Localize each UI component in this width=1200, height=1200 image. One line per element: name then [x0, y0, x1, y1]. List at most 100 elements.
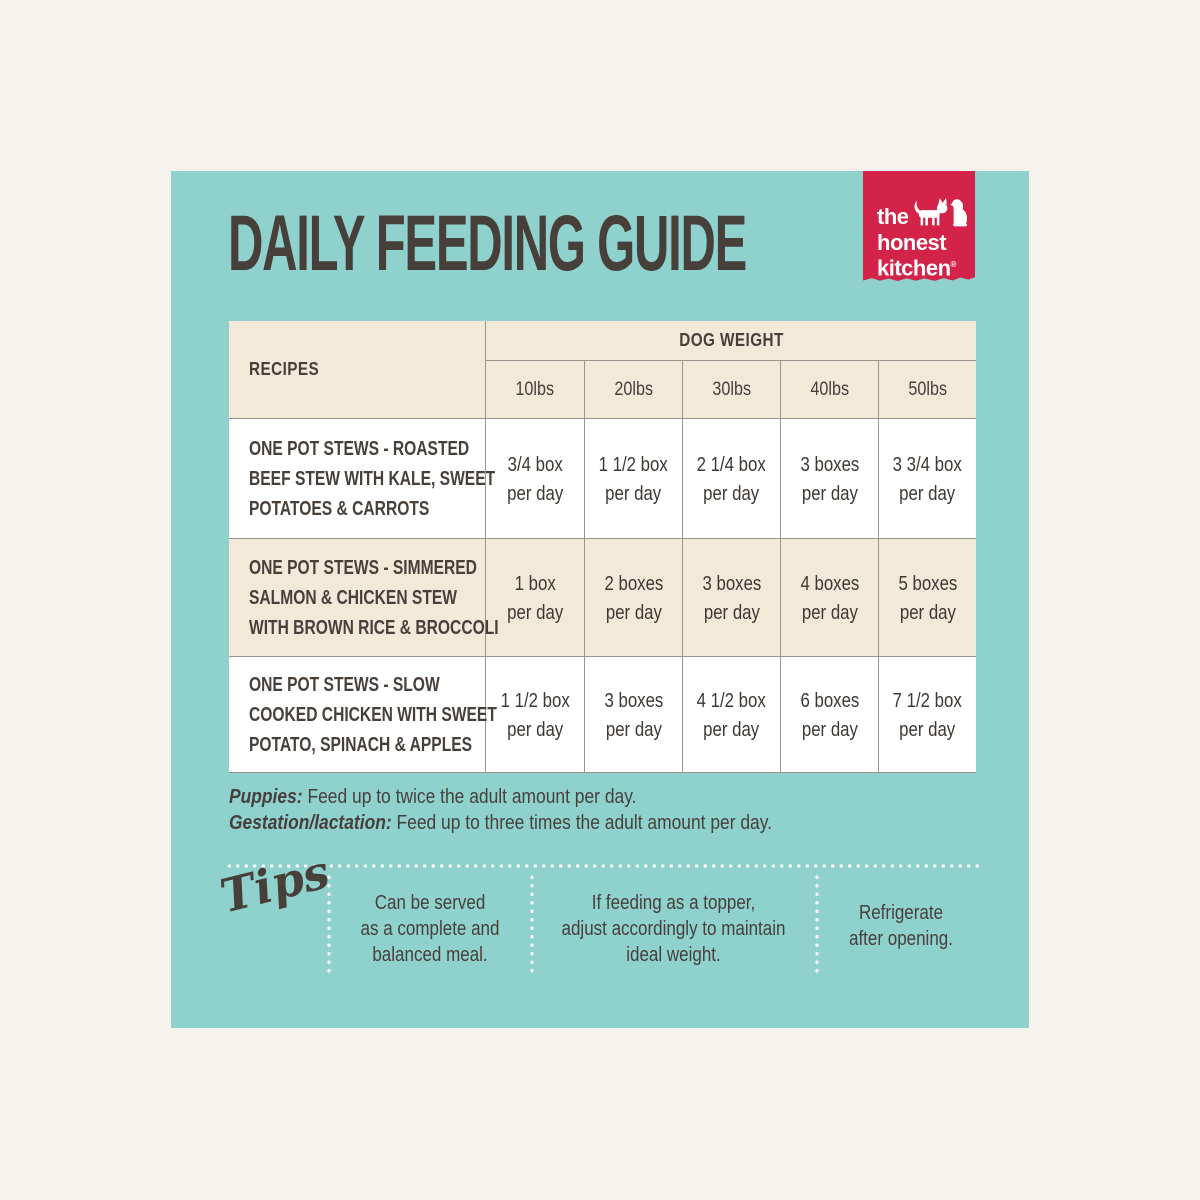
brand-logo: the [863, 171, 975, 281]
per-day-text: per day [899, 481, 956, 505]
weight-header-30lbs: 30lbs [683, 361, 780, 418]
tips-divider-vertical [327, 873, 331, 975]
recipe-line: POTATO, SPINACH & APPLES [249, 733, 473, 756]
tips-heading: Tips [215, 844, 335, 924]
amount-text: 5 boxes [898, 571, 957, 595]
feeding-amount-cell: 1 1/2 box per day [585, 419, 682, 538]
tip-line: Can be served [374, 892, 486, 914]
tip-topper: If feeding as a topper, adjust according… [534, 890, 813, 968]
recipes-column-header: RECIPES [229, 321, 485, 418]
per-day-text: per day [506, 600, 564, 624]
puppies-note-text: Feed up to twice the adult amount per da… [307, 785, 637, 808]
amount-text: 1 1/2 box [500, 688, 570, 712]
weight-label: 50lbs [908, 378, 947, 400]
feeding-amount-cell: 3 3/4 box per day [879, 419, 976, 538]
logo-line-the: the [877, 197, 967, 229]
logo-word-the: the [877, 204, 909, 229]
tip-line: If feeding as a topper, [591, 892, 756, 914]
recipe-line: BEEF STEW WITH KALE, SWEET [249, 467, 496, 490]
page-title: DAILY FEEDING GUIDE [228, 198, 747, 287]
feeding-amount-cell: 2 boxes per day [585, 539, 682, 656]
logo-word-kitchen: kitchen® [877, 255, 967, 281]
tip-line: after opening. [849, 928, 953, 950]
tip-line: as a complete and [360, 918, 500, 940]
per-day-text: per day [801, 717, 858, 741]
per-day-text: per day [899, 717, 956, 741]
tip-refrigerate: Refrigerate after opening. [819, 900, 983, 952]
amount-text: 3 boxes [604, 688, 663, 712]
amount-text: 6 boxes [800, 688, 859, 712]
table-row-recipe-name: ONE POT STEWS - SLOW COOKED CHICKEN WITH… [229, 657, 497, 772]
recipe-line: POTATOES & CARROTS [249, 497, 430, 520]
feeding-amount-cell: 7 1/2 box per day [879, 657, 976, 772]
amount-text: 7 1/2 box [892, 688, 963, 712]
weight-label: 40lbs [810, 378, 849, 400]
per-day-text: per day [506, 717, 564, 741]
feeding-amount-cell: 3 boxes per day [781, 419, 878, 538]
registered-mark: ® [950, 260, 957, 269]
feeding-table: RECIPES DOG WEIGHT 10lbs 20lbs 30lbs 40l… [229, 321, 976, 773]
table-row-recipe-name: ONE POT STEWS - SIMMERED SALMON & CHICKE… [229, 539, 499, 656]
feeding-amount-cell: 1 1/2 box per day [486, 657, 584, 772]
puppies-note-label: Puppies: [229, 785, 303, 808]
amount-text: 3 boxes [702, 571, 761, 595]
recipe-line: ONE POT STEWS - SLOW [249, 673, 440, 696]
feeding-guide-card: DAILY FEEDING GUIDE the [171, 171, 1029, 1028]
tip-line: adjust accordingly to maintain [561, 918, 786, 940]
amount-text: 1 box [514, 571, 556, 595]
weight-header-10lbs: 10lbs [486, 361, 584, 418]
amount-text: 3 boxes [800, 452, 859, 476]
feeding-amount-cell: 5 boxes per day [879, 539, 976, 656]
per-day-text: per day [703, 600, 760, 624]
gestation-note-text: Feed up to three times the adult amount … [396, 811, 773, 834]
weight-header-20lbs: 20lbs [585, 361, 682, 418]
feeding-notes: Puppies: Feed up to twice the adult amou… [229, 784, 868, 836]
feeding-amount-cell: 4 1/2 box per day [683, 657, 780, 772]
feeding-amount-cell: 3/4 box per day [486, 419, 584, 538]
cat-icon [914, 200, 921, 214]
amount-text: 3/4 box [507, 452, 563, 476]
per-day-text: per day [801, 481, 858, 505]
per-day-text: per day [506, 481, 564, 505]
dog-weight-header-label: DOG WEIGHT [678, 330, 784, 350]
puppies-note: Puppies: Feed up to twice the adult amou… [229, 784, 772, 810]
feeding-amount-cell: 4 boxes per day [781, 539, 878, 656]
per-day-text: per day [605, 717, 662, 741]
tip-complete-meal: Can be served as a complete and balanced… [332, 890, 528, 968]
weight-header-40lbs: 40lbs [781, 361, 878, 418]
feeding-amount-cell: 3 boxes per day [585, 657, 682, 772]
recipe-line: COOKED CHICKEN WITH SWEET [249, 703, 497, 726]
per-day-text: per day [703, 481, 760, 505]
feeding-amount-cell: 3 boxes per day [683, 539, 780, 656]
tips-divider-vertical [530, 873, 534, 975]
per-day-text: per day [605, 481, 662, 505]
weight-header-50lbs: 50lbs [879, 361, 976, 418]
per-day-text: per day [703, 717, 760, 741]
gestation-note: Gestation/lactation: Feed up to three ti… [229, 810, 772, 836]
cat-and-dog-icon [914, 198, 967, 227]
tips-divider-vertical [815, 873, 819, 975]
recipe-line: SALMON & CHICKEN STEW [249, 586, 458, 609]
amount-text: 3 3/4 box [892, 452, 963, 476]
tip-line: Refrigerate [858, 902, 944, 924]
feeding-amount-cell: 2 1/4 box per day [683, 419, 780, 538]
feeding-amount-cell: 6 boxes per day [781, 657, 878, 772]
amount-text: 4 boxes [800, 571, 859, 595]
amount-text: 4 1/2 box [696, 688, 767, 712]
recipes-header-label: RECIPES [249, 359, 320, 379]
amount-text: 2 boxes [604, 571, 663, 595]
tip-line: balanced meal. [372, 944, 488, 966]
recipe-line: WITH BROWN RICE & BROCCOLI [249, 616, 499, 639]
tip-line: ideal weight. [626, 944, 721, 966]
tips-divider-horizontal [225, 864, 982, 868]
feeding-amount-cell: 1 box per day [486, 539, 584, 656]
dog-weight-header: DOG WEIGHT [486, 321, 976, 360]
table-row-recipe-name: ONE POT STEWS - ROASTED BEEF STEW WITH K… [229, 419, 495, 538]
logo-word-kitchen-text: kitchen [877, 255, 951, 281]
recipe-line: ONE POT STEWS - SIMMERED [249, 556, 477, 579]
per-day-text: per day [605, 600, 662, 624]
per-day-text: per day [801, 600, 858, 624]
logo-word-honest: honest [877, 230, 947, 255]
amount-text: 2 1/4 box [696, 452, 767, 476]
